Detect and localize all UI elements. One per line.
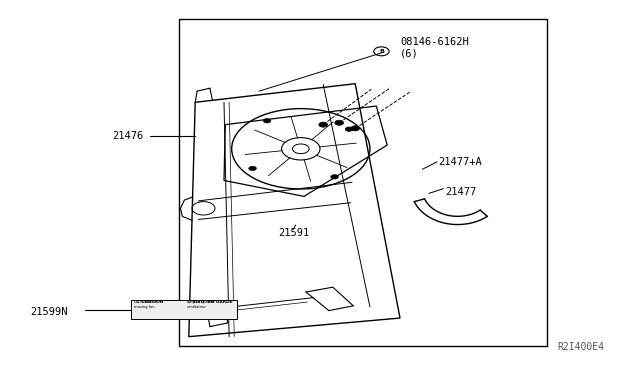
Text: Do not touch
moving fan: Do not touch moving fan <box>134 301 158 309</box>
Text: 08146-6162H
(6): 08146-6162H (6) <box>400 37 468 58</box>
Circle shape <box>345 127 353 131</box>
Text: 21477: 21477 <box>445 187 476 196</box>
Circle shape <box>351 126 360 131</box>
Text: ⚠ RISQ. EN GARDE: ⚠ RISQ. EN GARDE <box>187 300 232 304</box>
Bar <box>131 300 237 319</box>
Bar <box>179 19 547 346</box>
Text: 21591: 21591 <box>278 228 310 237</box>
Circle shape <box>263 119 271 123</box>
Text: 21599N: 21599N <box>31 307 68 317</box>
Text: 21476: 21476 <box>112 131 143 141</box>
Circle shape <box>249 166 257 171</box>
Circle shape <box>331 174 339 179</box>
Text: Ne pas toucher
ventilateur: Ne pas toucher ventilateur <box>187 301 214 309</box>
Text: R2I400E4: R2I400E4 <box>558 341 605 352</box>
Text: B: B <box>379 49 384 54</box>
Circle shape <box>335 120 344 125</box>
Text: 21477+A: 21477+A <box>438 157 482 167</box>
Circle shape <box>319 122 328 127</box>
Text: ⚠ CAUTION: ⚠ CAUTION <box>136 300 164 304</box>
